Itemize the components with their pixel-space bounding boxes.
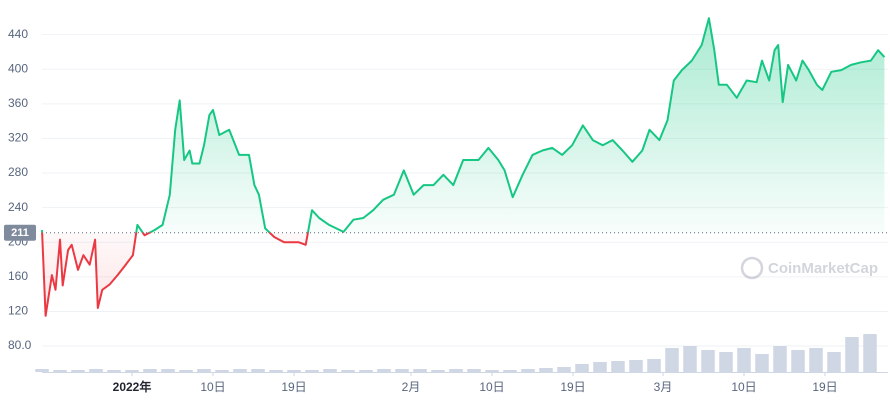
volume-bar [395, 369, 409, 372]
watermark: CoinMarketCap [740, 256, 878, 280]
volume-bar [305, 370, 319, 372]
volume-bar [107, 370, 121, 372]
volume-bar [53, 370, 67, 372]
volume-bar [683, 346, 697, 372]
volume-bar [431, 370, 445, 372]
volume-bar [575, 364, 589, 372]
volume-bar [341, 370, 355, 372]
x-tick-label: 10日 [200, 380, 225, 394]
volume-bar [737, 348, 751, 372]
baseline-label-bg [4, 224, 36, 241]
x-tick-label: 19日 [560, 380, 585, 394]
x-tick-label: 3月 [654, 380, 673, 394]
price-area [42, 18, 885, 316]
volume-bar [125, 370, 139, 372]
volume-bar [521, 369, 535, 372]
y-tick-label: 80.0 [8, 338, 32, 352]
volume-bar [269, 370, 283, 372]
x-tick-label: 10日 [479, 380, 504, 394]
x-tick-label: 2022年 [113, 379, 152, 394]
y-tick-label: 160 [8, 269, 28, 283]
volume-bar [665, 348, 679, 372]
volume-bar [89, 369, 103, 372]
volume-bar [287, 370, 301, 372]
volume-bar [845, 337, 859, 372]
volume-bar [233, 369, 247, 372]
watermark-logo [740, 256, 764, 280]
volume-bar [755, 354, 769, 372]
volume-bar [773, 346, 787, 372]
volume-bar [719, 352, 733, 372]
x-tick-label: 2月 [402, 380, 421, 394]
y-tick-label: 120 [8, 304, 28, 318]
volume-bar [71, 370, 85, 372]
volume-bar [197, 369, 211, 372]
volume-bar [359, 370, 373, 372]
volume-bar [701, 350, 715, 372]
volume-bar [35, 369, 49, 372]
volume-bar [377, 369, 391, 372]
volume-bar [611, 361, 625, 372]
volume-bar [179, 370, 193, 372]
baseline-label: 211 [11, 227, 29, 239]
volume-bar [809, 348, 823, 372]
volume-bar [539, 368, 553, 372]
volume-bar [161, 369, 175, 372]
x-tick-label: 10日 [731, 380, 756, 394]
y-tick-label: 240 [8, 200, 28, 214]
volume-bar [449, 369, 463, 372]
volume-bar [413, 369, 427, 372]
volume-bar [503, 370, 517, 372]
x-tick-label: 19日 [281, 380, 306, 394]
y-tick-label: 440 [8, 27, 28, 41]
volume-bar [467, 369, 481, 372]
watermark-text: CoinMarketCap [768, 260, 878, 277]
volume-bar [251, 369, 265, 372]
volume-bar [827, 352, 841, 372]
volume-bar [323, 369, 337, 372]
x-tick-label: 19日 [812, 380, 837, 394]
volume-bar [143, 369, 157, 372]
volume-bar [557, 367, 571, 372]
volume-bar [629, 360, 643, 372]
volume-bar [485, 370, 499, 372]
y-tick-label: 400 [8, 61, 28, 75]
volume-bar [215, 370, 229, 372]
volume-bar [791, 350, 805, 372]
volume-bar [647, 359, 661, 372]
y-tick-label: 360 [8, 96, 28, 110]
y-tick-label: 280 [8, 165, 28, 179]
y-tick-label: 320 [8, 131, 28, 145]
price-line [41, 17, 886, 317]
volume-bar [593, 362, 607, 372]
volume-bar [863, 334, 877, 372]
